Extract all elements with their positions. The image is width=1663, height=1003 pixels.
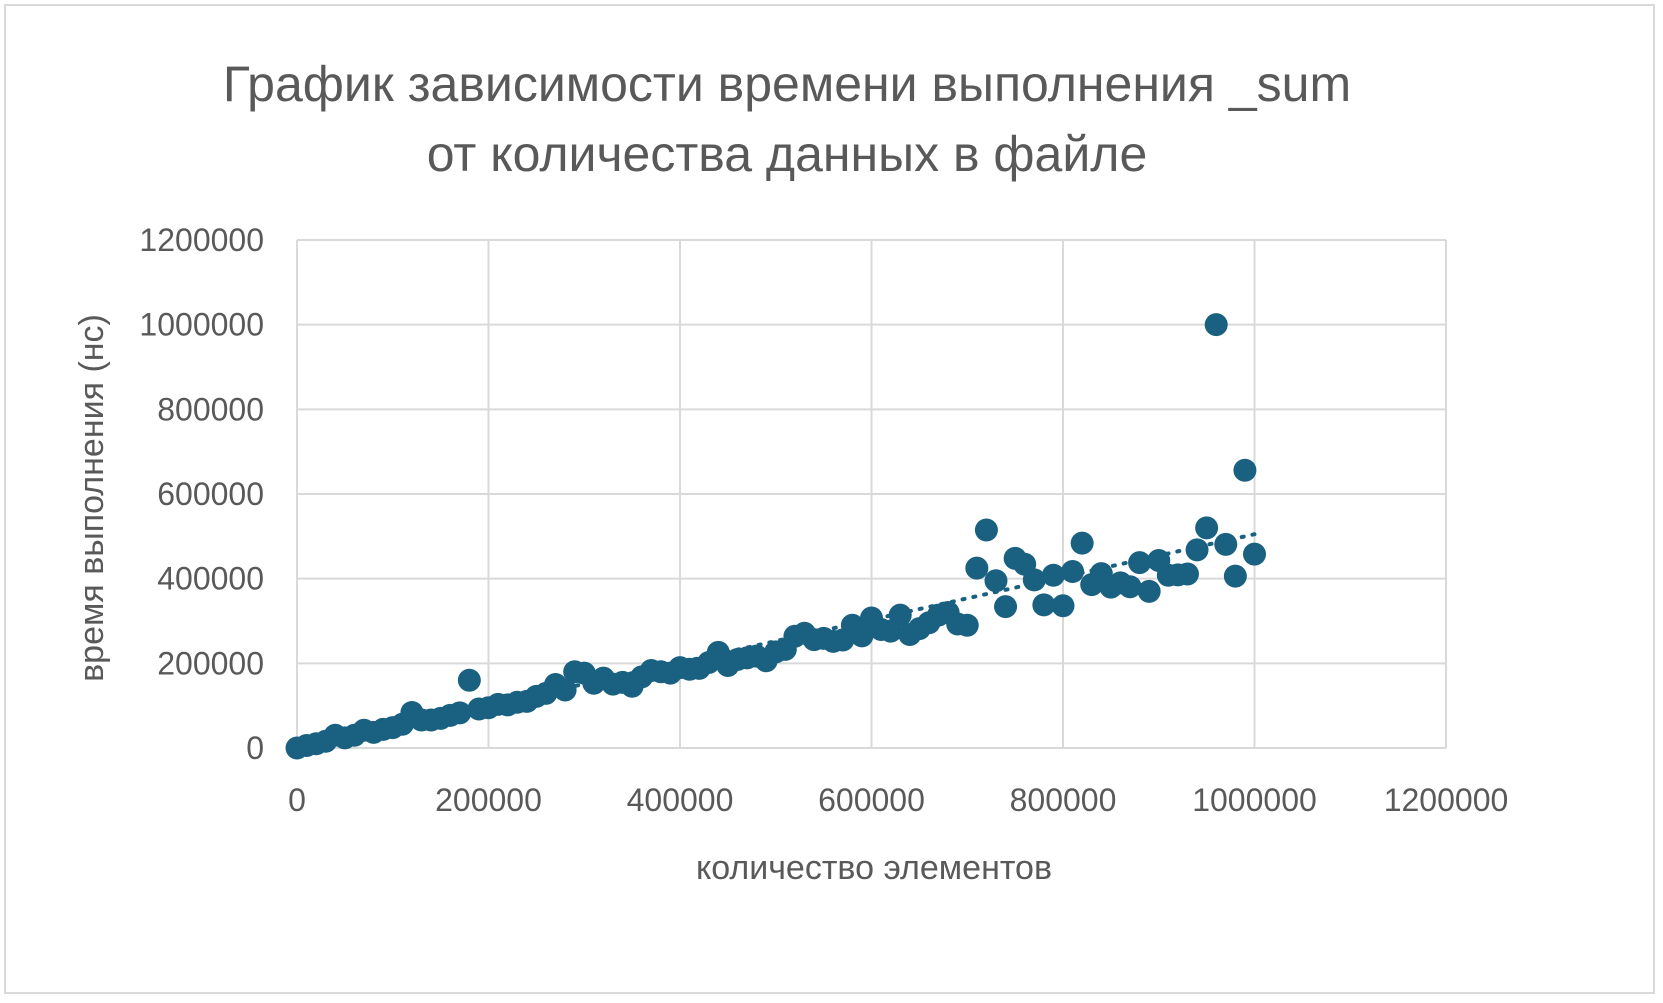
chart-title-line-2: от количества данных в файле	[427, 126, 1148, 182]
x-tick-label: 400000	[627, 782, 734, 818]
data-point	[448, 701, 472, 725]
x-tick-label: 1200000	[1384, 782, 1509, 818]
data-point	[1214, 532, 1238, 556]
x-tick-label: 600000	[818, 782, 925, 818]
data-point	[1243, 542, 1266, 566]
data-point	[1032, 593, 1056, 617]
chart-title-line-1: График зависимости времени выполнения _s…	[223, 56, 1351, 112]
x-tick-label: 1000000	[1192, 782, 1317, 818]
data-point	[1185, 538, 1209, 562]
data-point	[955, 613, 979, 637]
data-points	[285, 313, 1266, 760]
x-tick-label: 800000	[1010, 782, 1117, 818]
scatter-chart: 0 200000 400000 600000 800000 1000000 1200000 0…	[73, 56, 1508, 887]
y-tick-label: 800000	[157, 391, 264, 427]
y-axis-title: время выполнения (нс)	[73, 314, 111, 682]
x-tick-label: 0	[288, 782, 306, 818]
data-point	[888, 603, 912, 627]
data-point	[1137, 579, 1161, 603]
data-point	[965, 556, 989, 580]
data-point	[1175, 562, 1199, 586]
data-point	[1061, 559, 1085, 583]
y-tick-label: 600000	[157, 476, 264, 512]
data-point	[1223, 564, 1247, 588]
chart-area: 0 200000 400000 600000 800000 1000000 1200000 0…	[4, 4, 1655, 994]
y-tick-label: 1200000	[139, 222, 264, 258]
data-point	[1022, 568, 1046, 592]
data-point	[1204, 313, 1228, 337]
data-point	[1128, 551, 1152, 575]
y-tick-label: 200000	[157, 645, 264, 681]
y-tick-label: 1000000	[139, 307, 264, 343]
data-point	[984, 569, 1008, 593]
data-point	[457, 668, 481, 692]
x-tick-label: 200000	[435, 782, 542, 818]
gridlines	[296, 239, 1447, 749]
data-point	[1118, 575, 1142, 599]
x-axis-title: количество элементов	[696, 849, 1052, 887]
data-point	[1195, 516, 1219, 540]
y-tick-label: 400000	[157, 561, 264, 597]
tick-labels: 0 200000 400000 600000 800000 1000000 1200000 0…	[139, 222, 1508, 818]
data-point	[1051, 594, 1075, 618]
data-point	[1041, 563, 1065, 587]
y-tick-label: 0	[246, 730, 264, 766]
data-point	[850, 624, 874, 648]
data-point	[553, 678, 577, 702]
data-point	[974, 518, 998, 542]
data-point	[1070, 531, 1094, 555]
data-point	[1233, 458, 1257, 482]
data-point	[994, 595, 1018, 619]
